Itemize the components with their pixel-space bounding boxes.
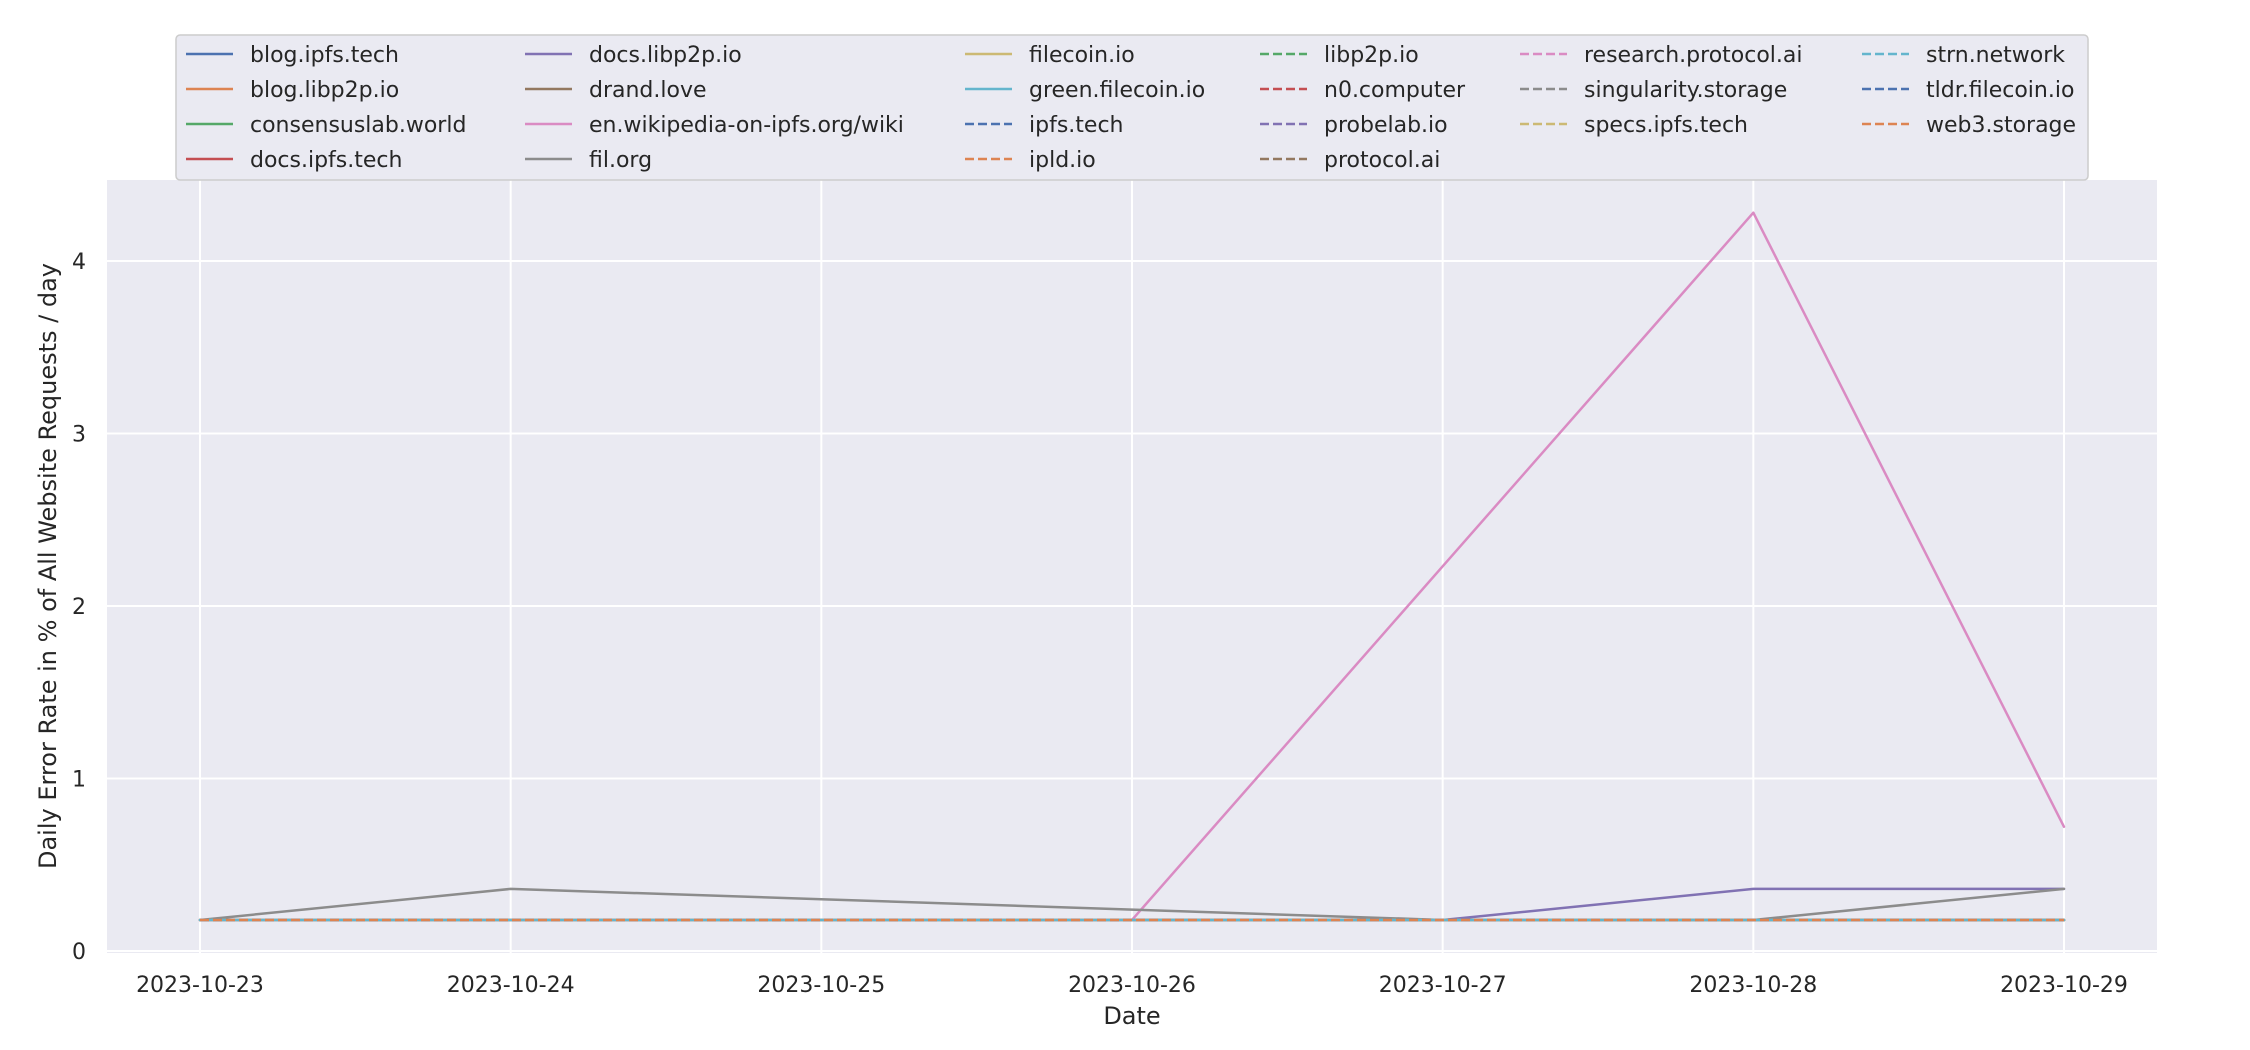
x-tick-label: 2023-10-23 (136, 973, 264, 998)
legend-entry-label: blog.libp2p.io (250, 78, 399, 103)
y-tick-label: 0 (72, 940, 86, 965)
legend-entry-label: ipfs.tech (1029, 113, 1123, 138)
legend-entry-label: blog.ipfs.tech (250, 43, 399, 68)
grid (107, 180, 2157, 953)
x-tick-label: 2023-10-24 (447, 973, 575, 998)
x-tick-label: 2023-10-25 (757, 973, 885, 998)
legend-entry-label: probelab.io (1324, 113, 1448, 138)
y-tick-label: 2 (72, 595, 86, 620)
legend-entry-label: docs.ipfs.tech (250, 148, 402, 173)
x-tick-label: 2023-10-26 (1068, 973, 1196, 998)
legend-entry-label: libp2p.io (1324, 43, 1419, 68)
legend-entry-label: filecoin.io (1029, 43, 1135, 68)
legend-entry-label: tldr.filecoin.io (1926, 78, 2074, 103)
legend-entry-label: docs.libp2p.io (589, 43, 742, 68)
y-tick-label: 4 (72, 250, 86, 275)
y-tick-label: 1 (72, 768, 86, 793)
legend-entry-label: fil.org (589, 148, 652, 173)
x-axis-label: Date (1103, 1002, 1160, 1030)
y-axis-label: Daily Error Rate in % of All Website Req… (34, 263, 62, 869)
legend-entry-label: drand.love (589, 78, 707, 103)
legend-entry-label: n0.computer (1324, 78, 1466, 103)
y-tick-labels: 0 1 2 3 4 (72, 250, 86, 965)
legend-entry-label: singularity.storage (1584, 78, 1787, 103)
legend-entry-label: ipld.io (1029, 148, 1096, 173)
x-tick-label: 2023-10-28 (1689, 973, 1817, 998)
series-layer (198, 211, 2066, 922)
legend-entry-label: consensuslab.world (250, 113, 466, 138)
x-tick-label: 2023-10-29 (2000, 973, 2128, 998)
legend-entry-label: research.protocol.ai (1584, 43, 1803, 68)
legend-entry-label: specs.ipfs.tech (1584, 113, 1748, 138)
legend: blog.ipfs.tech blog.libp2p.io consensuslab… (175, 34, 2089, 181)
legend-entry-label: strn.network (1926, 43, 2065, 68)
x-tick-label: 2023-10-27 (1379, 973, 1507, 998)
legend-box (175, 34, 2089, 181)
y-tick-label: 3 (72, 423, 86, 448)
legend-entry-label: green.filecoin.io (1029, 78, 1205, 103)
legend-entry-label: en.wikipedia-on-ipfs.org/wiki (589, 113, 904, 138)
legend-entry-label: web3.storage (1926, 113, 2076, 138)
legend-entry-label: protocol.ai (1324, 148, 1440, 173)
x-tick-labels: 2023-10-23 2023-10-24 2023-10-25 2023-10-26… (136, 973, 2128, 998)
